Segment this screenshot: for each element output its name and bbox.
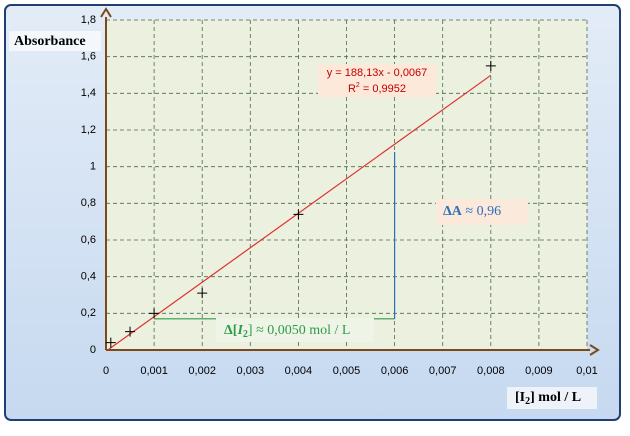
x-tick-label: 0,01 (576, 365, 597, 377)
x-tick-label: 0,008 (477, 365, 505, 377)
x-label-part: ] mol / L (530, 390, 581, 405)
data-point (293, 209, 304, 220)
delta-x-label: Δ[I2] ≈ 0,0050 mol / L (224, 323, 350, 340)
y-label-box (9, 31, 101, 51)
y-tick-label: 1,8 (81, 14, 96, 26)
y-tick-label: 0,6 (81, 234, 96, 246)
y-tick-label: 0,4 (81, 271, 96, 283)
y-axis-arrow (100, 7, 112, 18)
x-tick-label: 0,009 (525, 365, 553, 377)
delta-y-box (436, 199, 528, 225)
x-label-part: 2 (525, 396, 530, 407)
x-tick-label: 0,006 (381, 365, 409, 377)
y-tick-label: 1 (90, 161, 96, 173)
delta-x-part: I (236, 323, 243, 338)
r2-part: 2 (356, 82, 360, 89)
x-label-box (507, 387, 597, 409)
delta-y-part: ≈ 0,96 (462, 204, 501, 219)
trendline-equation: y = 188,13x - 0,0067 (327, 67, 428, 79)
equation-box (318, 64, 436, 97)
x-tick-label: 0,003 (237, 365, 265, 377)
y-tick-label: 1,2 (81, 124, 96, 136)
r2-part: R (348, 83, 356, 95)
x-tick-label: 0,005 (333, 365, 361, 377)
y-tick-label: 1,4 (81, 87, 96, 99)
delta-x-box (216, 318, 374, 342)
trendline-r2: R2 = 0,9952 (348, 82, 406, 95)
x-label-part: [I (515, 390, 525, 405)
delta-x-part: Δ[ (224, 323, 238, 338)
y-tick-label: 0,2 (81, 307, 96, 319)
data-point (125, 326, 136, 337)
x-tick-label: 0 (103, 365, 109, 377)
x-tick-label: 0,002 (188, 365, 216, 377)
y-axis-label: Absorbance (14, 34, 86, 49)
x-tick-label: 0,007 (429, 365, 457, 377)
delta-x-part: 2 (243, 329, 248, 340)
data-point (105, 337, 116, 348)
y-tick-label: 1,6 (81, 51, 96, 63)
data-point (485, 60, 496, 71)
delta-y-part: ΔA (443, 204, 463, 219)
y-tick-label: 0,8 (81, 197, 96, 209)
delta-y-label: ΔA ≈ 0,96 (443, 204, 501, 219)
delta-x-part: ] ≈ 0,0050 mol / L (248, 323, 351, 338)
data-point (197, 288, 208, 299)
data-point (149, 308, 160, 319)
x-tick-label: 0,004 (285, 365, 313, 377)
x-axis-label: [I2] mol / L (515, 390, 581, 407)
x-axis-arrow (589, 344, 600, 356)
y-tick-label: 0 (90, 344, 96, 356)
r2-part: = 0,9952 (360, 83, 406, 95)
x-tick-label: 0,001 (140, 365, 168, 377)
